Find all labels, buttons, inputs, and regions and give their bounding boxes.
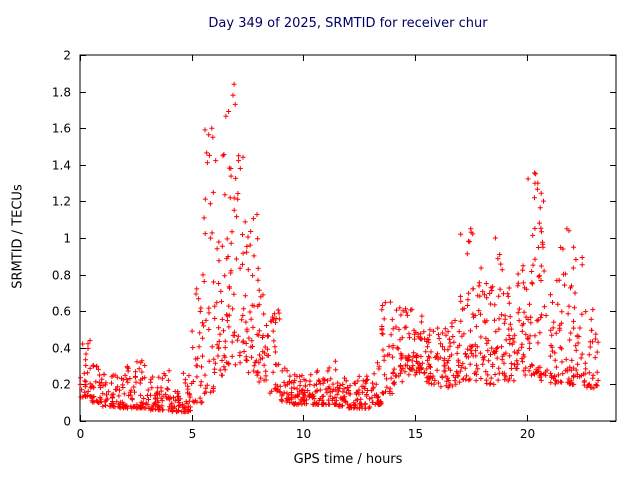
svg-text:0: 0 xyxy=(63,415,71,429)
svg-text:10: 10 xyxy=(296,427,311,441)
svg-text:0: 0 xyxy=(77,427,85,441)
svg-text:0.2: 0.2 xyxy=(52,378,71,392)
svg-text:0.4: 0.4 xyxy=(52,342,71,356)
svg-text:1.6: 1.6 xyxy=(52,122,71,136)
x-axis-label: GPS time / hours xyxy=(293,452,403,467)
svg-text:5: 5 xyxy=(189,427,197,441)
svg-text:2: 2 xyxy=(63,49,71,63)
y-axis-label: SRMTID / TECUs xyxy=(10,184,26,289)
svg-text:0.6: 0.6 xyxy=(52,305,71,319)
svg-text:1: 1 xyxy=(63,232,71,246)
chart-title: Day 349 of 2025, SRMTID for receiver chu… xyxy=(208,16,488,31)
svg-text:1.8: 1.8 xyxy=(52,86,71,100)
svg-text:0.8: 0.8 xyxy=(52,269,71,283)
svg-text:20: 20 xyxy=(520,427,535,441)
svg-text:15: 15 xyxy=(408,427,423,441)
svg-text:1.4: 1.4 xyxy=(52,159,71,173)
svg-text:1.2: 1.2 xyxy=(52,195,71,209)
